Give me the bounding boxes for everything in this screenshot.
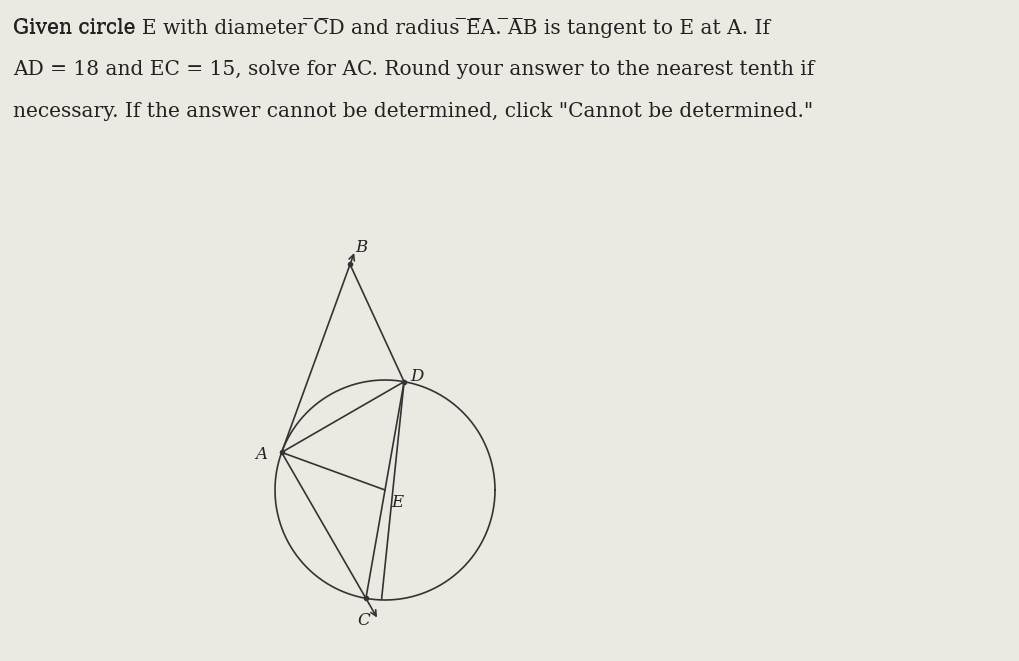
Text: D: D bbox=[410, 368, 423, 385]
Text: C: C bbox=[358, 612, 370, 629]
Text: necessary. If the answer cannot be determined, click "Cannot be determined.": necessary. If the answer cannot be deter… bbox=[13, 102, 812, 121]
Text: Given circle: Given circle bbox=[13, 18, 142, 37]
Text: AD = 18 and EC = 15, solve for AC. Round your answer to the nearest tenth if: AD = 18 and EC = 15, solve for AC. Round… bbox=[13, 60, 813, 79]
Text: Given circle E with diameter ̅C̅D and radius ̅E̅A. ̅A̅B is tangent to E at A. If: Given circle E with diameter ̅C̅D and ra… bbox=[13, 18, 769, 38]
Text: E: E bbox=[390, 494, 403, 511]
Text: A: A bbox=[256, 446, 267, 463]
Text: B: B bbox=[355, 239, 367, 256]
